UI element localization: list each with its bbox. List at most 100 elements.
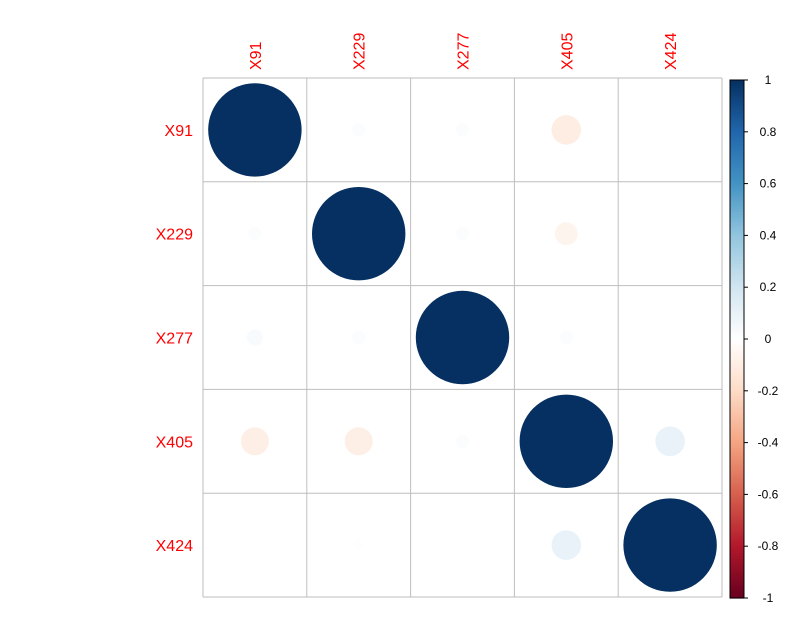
colorbar-segment — [730, 256, 744, 260]
colorbar-segment — [730, 406, 744, 410]
colorbar-segment — [730, 87, 744, 91]
colorbar-segment — [730, 440, 744, 444]
colorbar-segment — [730, 468, 744, 472]
colorbar-segment — [730, 162, 744, 167]
colorbar-segment — [730, 92, 744, 97]
colorbar-segment — [730, 390, 744, 394]
colorbar-segment — [730, 175, 744, 180]
corr-circle-X277-X91 — [246, 329, 263, 346]
colorbar-segment — [730, 155, 744, 159]
colorbar-segment — [730, 476, 744, 480]
colorbar-segment — [730, 261, 744, 265]
colorbar-segment — [730, 556, 744, 560]
colorbar-segment — [730, 108, 744, 112]
colorbar-segment — [730, 452, 744, 457]
colorbar-segment — [730, 313, 744, 317]
colorbar-segment — [730, 126, 744, 130]
colorbar-segment — [730, 230, 744, 234]
colorbar-segment — [730, 551, 744, 555]
colorbar-segment — [730, 282, 744, 286]
colorbar-segment — [730, 595, 744, 599]
colorbar-segment — [730, 253, 744, 257]
colorbar-segment — [730, 515, 744, 519]
colorbar-tick-label: 0.4 — [760, 228, 777, 242]
colorbar-segment — [730, 398, 744, 402]
corr-circle-X229-X91 — [248, 227, 262, 241]
colorbar-segment — [730, 362, 744, 366]
colorbar-segment — [730, 100, 744, 104]
colorbar-segment — [730, 427, 744, 431]
colorbar-segment — [730, 212, 744, 216]
corr-circle-X405-X277 — [455, 434, 470, 448]
colorbar-segment — [730, 450, 744, 454]
colorbar-segment — [730, 168, 744, 172]
column-label: X405 — [559, 33, 576, 70]
colorbar-segment — [730, 121, 744, 125]
colorbar-segment — [730, 566, 744, 571]
colorbar-segment — [730, 225, 744, 229]
colorbar-segment — [730, 592, 744, 597]
corr-circle-X424-X405 — [551, 530, 582, 560]
colorbar-segment — [730, 359, 744, 363]
column-label: X91 — [248, 41, 265, 70]
colorbar-segment — [730, 432, 744, 436]
colorbar-segment — [730, 307, 744, 312]
colorbar-segment — [730, 437, 744, 441]
colorbar-segment — [730, 553, 744, 558]
colorbar-segment — [730, 310, 744, 314]
colorbar-segment — [730, 292, 744, 296]
colorbar-segment — [730, 548, 744, 552]
colorbar-segment — [730, 574, 744, 578]
row-label: X277 — [156, 331, 193, 348]
colorbar-segment — [730, 499, 744, 503]
colorbar-segment — [730, 403, 744, 407]
colorbar-segment — [730, 181, 744, 185]
corr-circle-X229-X405 — [554, 222, 578, 246]
colorbar-segment — [730, 147, 744, 151]
colorbar-segment — [730, 582, 744, 586]
colorbar-tick-label: -0.2 — [758, 384, 779, 398]
colorbar-segment — [730, 411, 744, 415]
colorbar-segment — [730, 424, 744, 428]
colorbar-segment — [730, 333, 744, 338]
colorbar-segment — [730, 250, 744, 255]
column-label: X424 — [663, 33, 680, 70]
colorbar-segment — [730, 541, 744, 545]
colorbar-segment — [730, 473, 744, 477]
colorbar-segment — [730, 344, 744, 348]
colorbar-segment — [730, 504, 744, 508]
colorbar-segment — [730, 507, 744, 511]
colorbar-segment — [730, 354, 744, 358]
colorbar-segment — [730, 401, 744, 405]
colorbar-segment — [730, 149, 744, 154]
colorbar-segment — [730, 183, 744, 187]
colorbar-segment — [730, 279, 744, 283]
colorbar-segment — [730, 543, 744, 547]
colorbar-segment — [730, 535, 744, 540]
corr-circle-X91-X277 — [455, 123, 470, 137]
colorbar-tick-label: -0.6 — [758, 487, 779, 501]
colorbar-segment — [730, 142, 744, 146]
colorbar-segment — [730, 188, 744, 192]
corr-circle-X405-X229 — [344, 427, 373, 456]
corr-circle-X91-X91 — [208, 83, 302, 177]
colorbar-segment — [730, 383, 744, 387]
colorbar-segment — [730, 349, 744, 353]
colorbar-tick-label: 0.6 — [760, 177, 777, 191]
colorbar-segment — [730, 393, 744, 397]
colorbar-segment — [730, 367, 744, 371]
colorbar-segment — [730, 520, 744, 524]
colorbar-segment — [730, 157, 744, 161]
colorbar-segment — [730, 419, 744, 423]
colorbar-segment — [730, 357, 744, 361]
colorbar-segment — [730, 481, 744, 485]
colorbar-segment — [730, 214, 744, 218]
colorbar-tick-label: -0.4 — [758, 436, 779, 450]
colorbar-segment — [730, 528, 744, 532]
colorbar-segment — [730, 572, 744, 576]
colorbar-segment — [730, 455, 744, 459]
colorbar-segment — [730, 131, 744, 135]
colorbar-segment — [730, 219, 744, 224]
colorbar-tick-label: -0.8 — [758, 539, 779, 553]
colorbar-segment — [730, 90, 744, 94]
